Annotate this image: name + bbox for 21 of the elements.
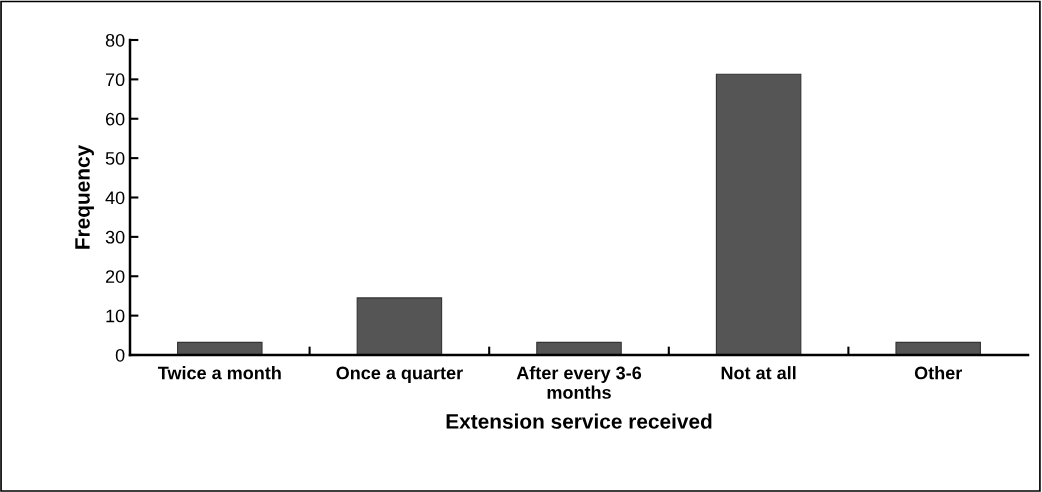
y-tick-label: 70 [105, 73, 125, 87]
bar [536, 341, 622, 355]
bar [177, 341, 263, 355]
x-tick-label: Twice a month [157, 366, 281, 380]
x-tick-label: Other [914, 366, 963, 380]
x-tick-label: After every 3-6 months [516, 366, 642, 399]
bar [895, 341, 981, 355]
y-tick-label: 40 [105, 191, 125, 205]
y-tick-label: 20 [105, 270, 125, 283]
y-tick-label: 30 [105, 230, 125, 244]
x-axis-title: Extension service received [446, 413, 712, 429]
x-tick-label: Not at all [721, 366, 796, 380]
y-tick-label: 60 [105, 112, 125, 126]
y-axis-title: Frequency [75, 144, 94, 249]
y-tick-label: 50 [105, 152, 125, 165]
x-tick-label: Once a quarter [336, 366, 463, 383]
bar [715, 73, 802, 355]
y-tick-label: 80 [105, 33, 125, 47]
y-tick-label: 0 [115, 348, 125, 362]
bar [356, 297, 443, 355]
y-tick-label: 10 [106, 309, 125, 323]
